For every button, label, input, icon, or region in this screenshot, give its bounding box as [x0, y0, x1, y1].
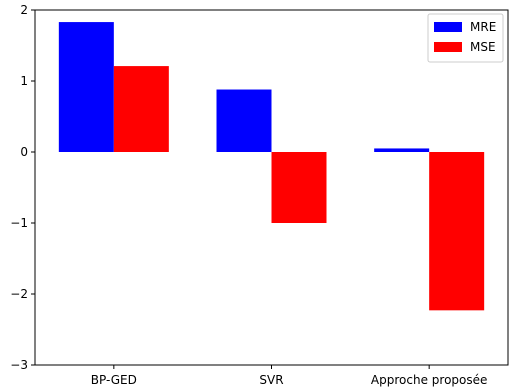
x-tick-label: Approche proposée [371, 373, 487, 387]
y-axis: 2 1 0 −1 −2 −3 [10, 3, 35, 372]
y-tick-label: 1 [20, 74, 28, 88]
y-tick-label: −2 [10, 287, 28, 301]
bar-mse-1 [271, 152, 327, 223]
bar-mre-1 [216, 89, 272, 152]
bar-mre-2 [374, 148, 430, 152]
x-tick-label: BP-GED [91, 373, 137, 387]
legend-label-mre: MRE [470, 20, 496, 34]
x-tick-label: SVR [259, 373, 283, 387]
y-tick-label: −3 [10, 358, 28, 372]
legend-swatch-mre [434, 22, 462, 32]
legend: MRE MSE [427, 13, 504, 63]
bar-mse-2 [429, 152, 485, 311]
bars-group [58, 22, 485, 311]
legend-swatch-mse [434, 42, 462, 52]
y-tick-label: 0 [20, 145, 28, 159]
bar-mse-0 [113, 66, 169, 152]
y-tick-label: −1 [10, 216, 28, 230]
y-tick-label: 2 [20, 3, 28, 17]
x-axis: BP-GED SVR Approche proposée [91, 365, 487, 387]
legend-label-mse: MSE [470, 40, 496, 54]
bar-mre-0 [58, 22, 114, 152]
